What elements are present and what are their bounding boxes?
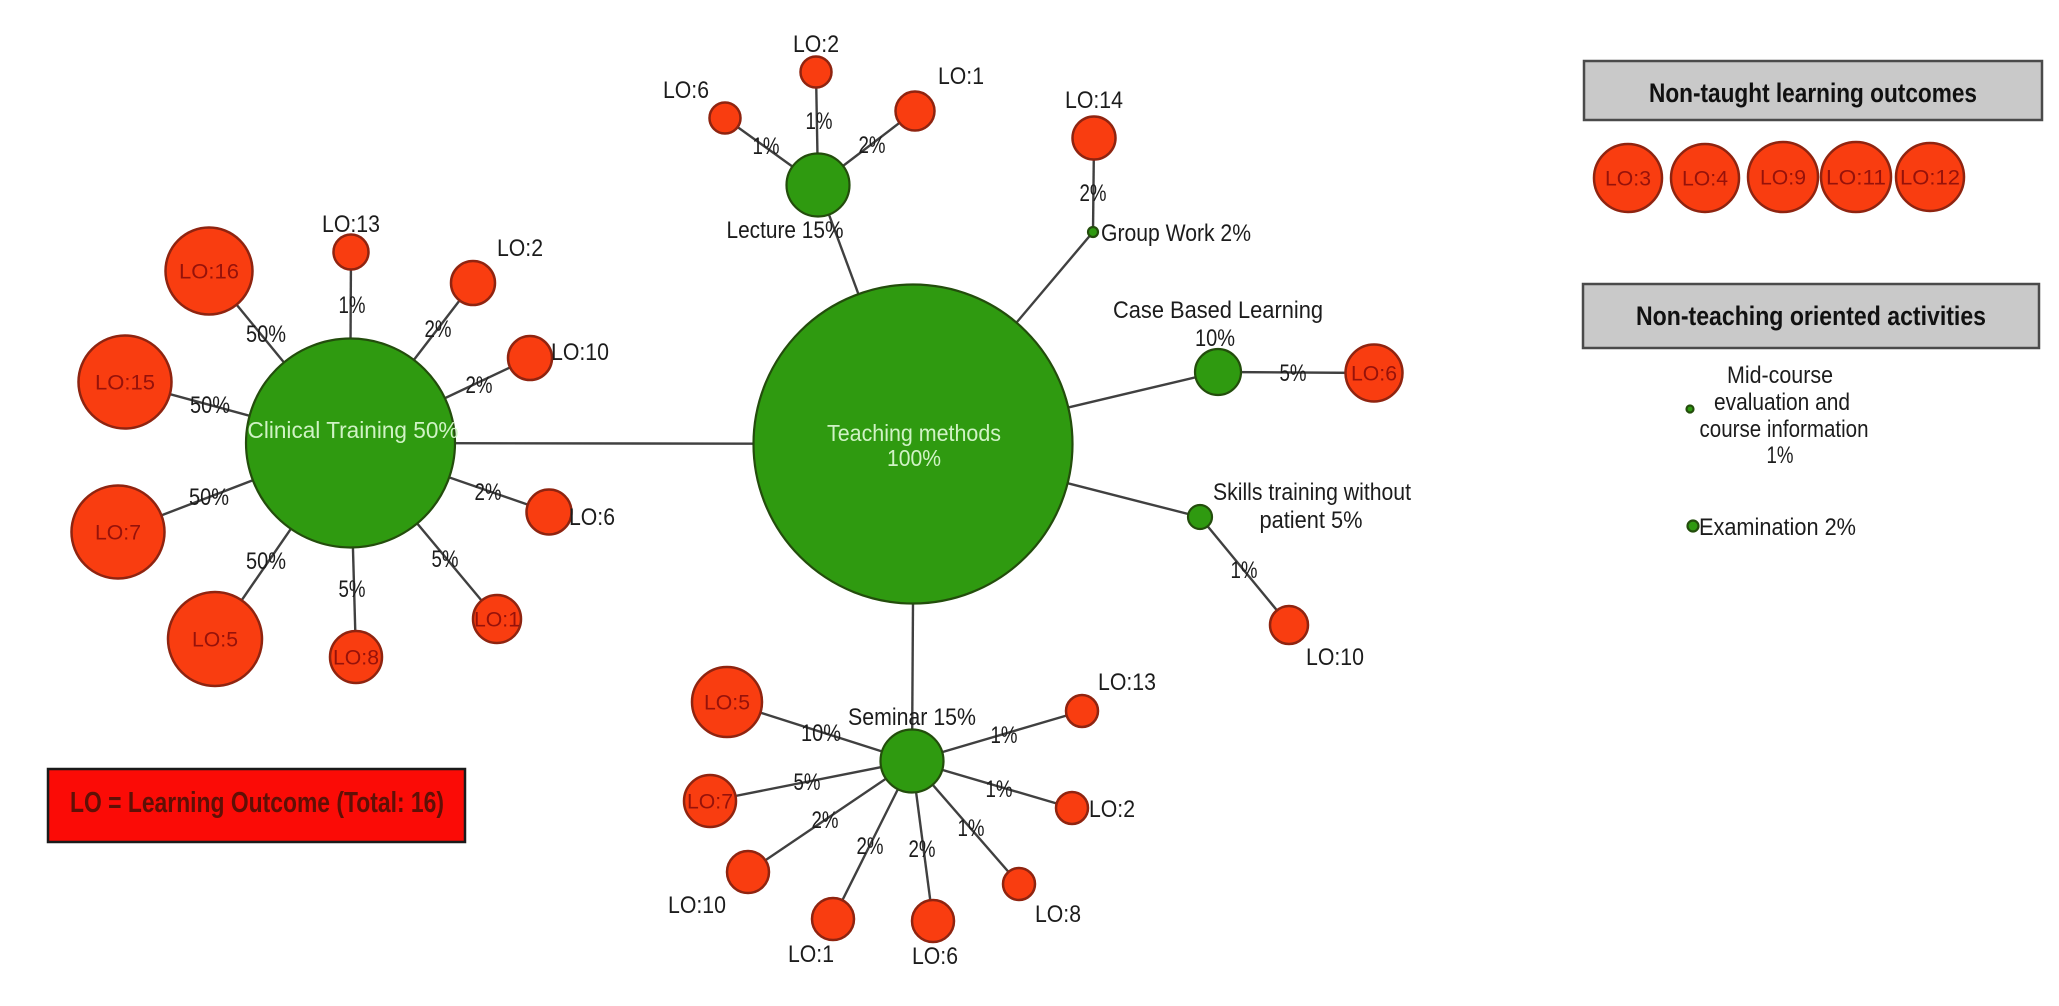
svg-text:LO:10: LO:10 [668,892,726,919]
svg-text:LO:6: LO:6 [569,504,615,531]
svg-text:LO:8: LO:8 [333,647,379,670]
svg-text:evaluation and: evaluation and [1714,389,1850,416]
svg-text:LO:5: LO:5 [704,692,750,715]
svg-text:LO:1: LO:1 [938,63,984,90]
svg-text:patient 5%: patient 5% [1260,507,1363,534]
svg-text:LO:2: LO:2 [497,235,543,262]
svg-text:1%: 1% [753,133,780,160]
svg-text:2%: 2% [859,132,886,159]
svg-text:1%: 1% [1231,557,1258,584]
svg-text:1%: 1% [1767,442,1794,469]
svg-text:Seminar 15%: Seminar 15% [848,704,976,731]
svg-text:Teaching methods: Teaching methods [827,420,1001,446]
svg-text:Skills training without: Skills training without [1213,479,1411,506]
svg-text:LO:9: LO:9 [1760,167,1806,190]
svg-text:LO:15: LO:15 [95,372,155,395]
svg-text:1%: 1% [958,815,985,842]
svg-text:LO:7: LO:7 [687,791,733,814]
svg-text:Lecture 15%: Lecture 15% [727,217,844,244]
svg-text:5%: 5% [339,576,366,603]
svg-text:10%: 10% [1195,325,1235,352]
svg-text:LO:6: LO:6 [912,943,958,970]
svg-text:LO:6: LO:6 [1351,363,1397,386]
svg-text:Clinical Training 50%: Clinical Training 50% [248,417,459,443]
svg-text:Examination 2%: Examination 2% [1699,514,1856,541]
svg-text:LO:14: LO:14 [1065,87,1123,114]
svg-text:LO:5: LO:5 [192,629,238,652]
svg-text:1%: 1% [986,776,1013,803]
svg-text:50%: 50% [190,392,230,419]
svg-text:2%: 2% [857,833,884,860]
svg-text:2%: 2% [475,479,502,506]
svg-text:LO:3: LO:3 [1605,168,1651,191]
svg-text:LO:11: LO:11 [1826,167,1886,190]
svg-text:50%: 50% [246,548,286,575]
svg-text:5%: 5% [1280,360,1307,387]
svg-text:LO:7: LO:7 [95,522,141,545]
svg-text:Non-taught learning outcomes: Non-taught learning outcomes [1649,78,1977,108]
svg-text:10%: 10% [801,720,841,747]
svg-text:LO:2: LO:2 [793,31,839,58]
svg-text:2%: 2% [909,836,936,863]
svg-text:5%: 5% [794,769,821,796]
svg-text:Mid-course: Mid-course [1727,362,1833,389]
svg-text:Group Work 2%: Group Work 2% [1101,220,1251,247]
svg-text:2%: 2% [812,807,839,834]
svg-text:LO:10: LO:10 [551,339,609,366]
svg-text:50%: 50% [246,321,286,348]
svg-text:1%: 1% [806,108,833,135]
svg-text:1%: 1% [991,722,1018,749]
svg-text:LO:13: LO:13 [322,211,380,238]
svg-text:LO:1: LO:1 [788,941,834,968]
svg-text:LO:16: LO:16 [179,261,239,284]
svg-text:5%: 5% [432,546,459,573]
svg-text:Non-teaching oriented activiti: Non-teaching oriented activities [1636,301,1986,331]
svg-text:Case Based Learning: Case Based Learning [1113,297,1323,324]
svg-text:LO:12: LO:12 [1900,167,1960,190]
svg-text:2%: 2% [1080,180,1107,207]
svg-text:LO:1: LO:1 [474,609,520,632]
svg-text:LO:4: LO:4 [1682,168,1728,191]
svg-text:100%: 100% [887,445,941,471]
svg-text:LO:2: LO:2 [1089,796,1135,823]
svg-text:LO:8: LO:8 [1035,901,1081,928]
svg-text:1%: 1% [339,292,366,319]
svg-text:LO = Learning Outcome (Total:: LO = Learning Outcome (Total: 16) [70,787,444,819]
svg-text:LO:6: LO:6 [663,77,709,104]
svg-text:2%: 2% [425,316,452,343]
svg-text:2%: 2% [466,372,493,399]
svg-text:LO:10: LO:10 [1306,644,1364,671]
svg-text:course information: course information [1700,416,1869,443]
svg-text:LO:13: LO:13 [1098,669,1156,696]
svg-text:50%: 50% [189,484,229,511]
